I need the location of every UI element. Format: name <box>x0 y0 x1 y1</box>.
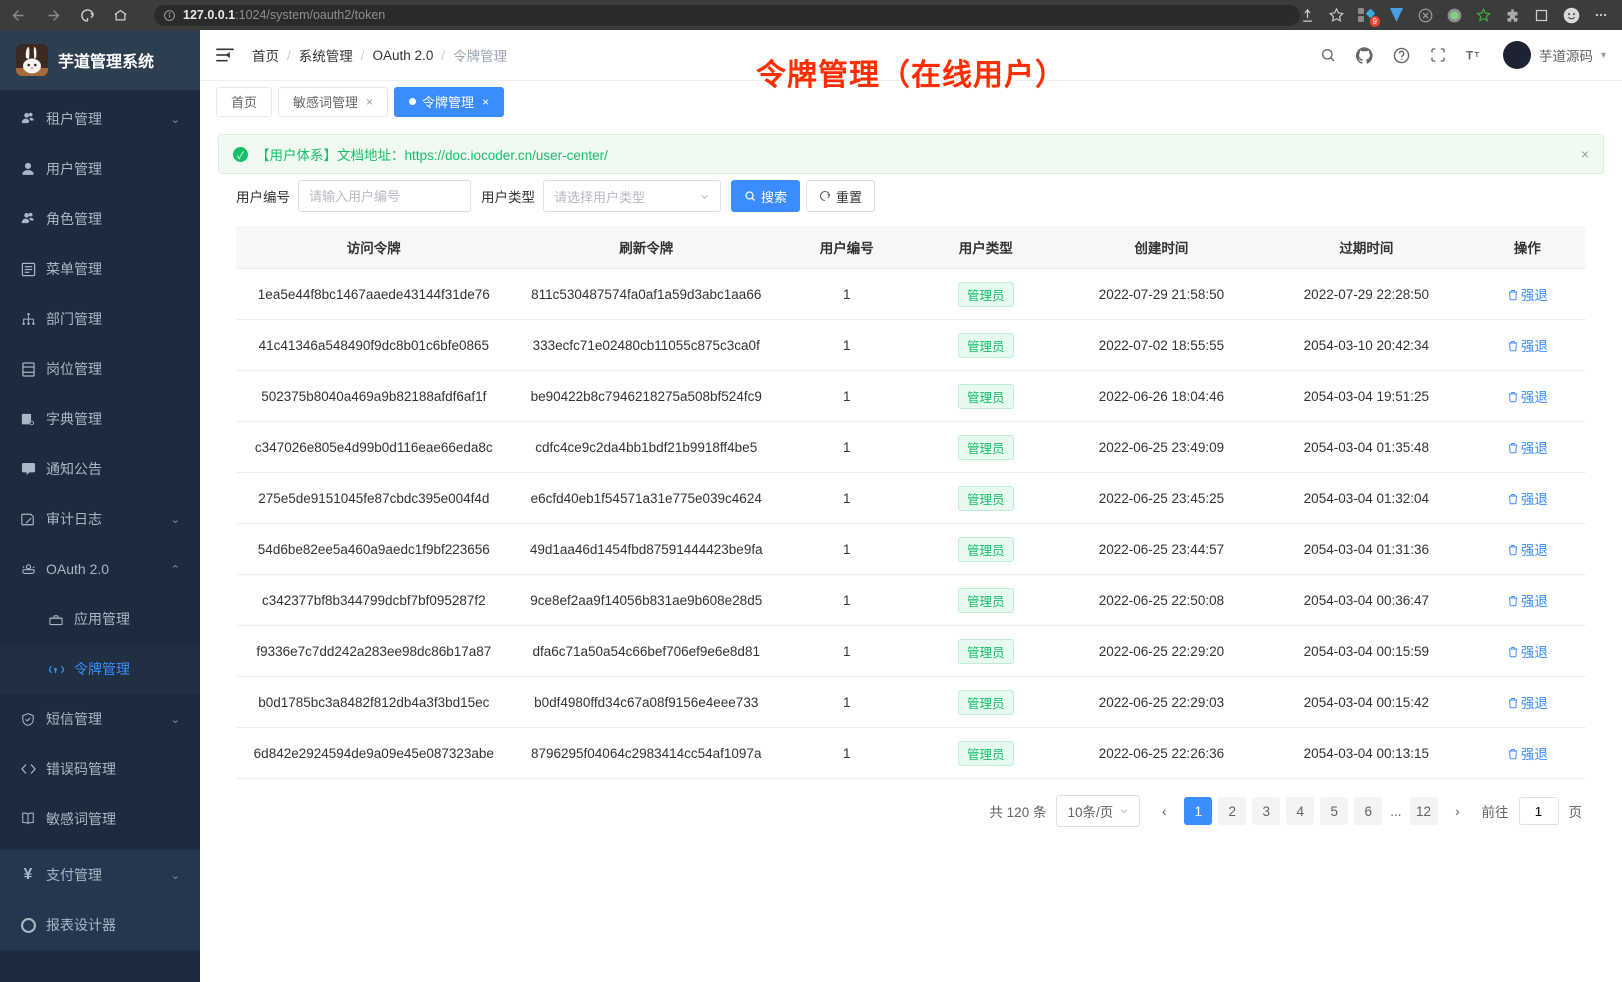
svg-text:T: T <box>1466 50 1473 62</box>
svg-text:T: T <box>1474 50 1479 59</box>
